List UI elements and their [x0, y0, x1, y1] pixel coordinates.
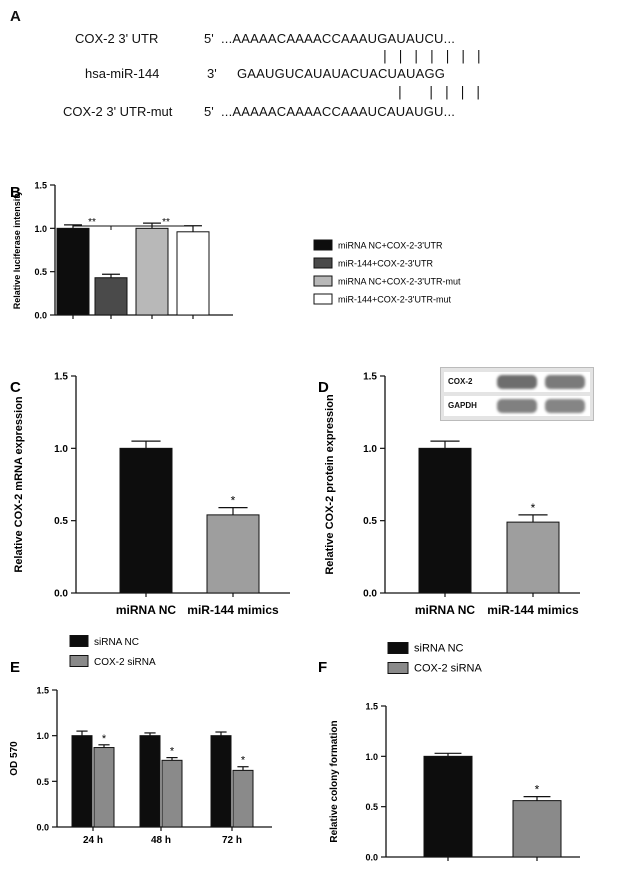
legend-swatch: [313, 293, 333, 305]
bar-e-0-1: [139, 735, 161, 828]
legend-swatch: [69, 655, 89, 667]
y-tick-label: 1.5: [36, 686, 49, 696]
legend-swatch: [387, 662, 409, 674]
bar-b-3: [176, 231, 210, 316]
panel-label-e: E: [10, 659, 20, 676]
x-tick-label: miR-144 mimics: [187, 603, 279, 617]
seq-end-mirna: 3': [207, 66, 217, 81]
legend-label: miRNA NC+COX-2-3'UTR: [338, 241, 443, 251]
legend-swatch: [313, 257, 333, 269]
seq-mirna: GAAUGUCAUAUACUACUAUAGG: [237, 66, 446, 81]
blot-band-cox2-nc: [497, 375, 537, 389]
x-tick-label: 72 h: [222, 835, 242, 846]
blot-band-gapdh-mimic: [545, 399, 585, 413]
panel-label-b: B: [10, 184, 21, 201]
bar-c-0: [119, 447, 173, 594]
legend-swatch: [313, 275, 333, 287]
significance-star: *: [102, 733, 107, 745]
legend-label: miRNA NC+COX-2-3'UTR-mut: [338, 277, 461, 287]
legend-swatch: [313, 239, 333, 251]
blot-label-cox2: COX-2: [448, 377, 473, 386]
significance-star: *: [170, 746, 175, 758]
legend-swatch: [387, 642, 409, 654]
bar-d-0: [418, 447, 472, 594]
legend-label: miR-144+COX-2-3'UTR-mut: [338, 295, 451, 305]
blot-label-gapdh: GAPDH: [448, 401, 477, 410]
seq-name-utr-mut: COX-2 3' UTR-mut: [63, 104, 173, 119]
y-tick-label: 1.5: [365, 702, 378, 712]
significance-star: *: [535, 783, 540, 797]
y-tick-label: 1.5: [54, 372, 68, 383]
y-tick-label: 0.5: [34, 267, 47, 277]
bar-e-0-2: [210, 735, 232, 828]
y-tick-label: 0.0: [54, 589, 68, 600]
significance-star: *: [531, 501, 536, 515]
bar-e-1-2: [232, 769, 254, 828]
bar-e-0-0: [71, 735, 93, 828]
panel-label-a: A: [10, 8, 21, 25]
base-pairs-bottom: | | | | |: [396, 85, 483, 100]
bar-e-1-0: [93, 747, 115, 828]
western-blot-image: COX-2 GAPDH: [440, 367, 594, 421]
y-tick-label: 0.0: [36, 823, 49, 833]
y-tick-label: 0.5: [363, 516, 377, 527]
significance-star: **: [162, 217, 170, 228]
significance-star: *: [241, 755, 246, 767]
panel-label-d: D: [318, 379, 329, 396]
seq-end-utr: 5': [204, 31, 214, 46]
bar-e-1-1: [161, 759, 183, 828]
x-tick-label: miRNA NC: [116, 603, 177, 617]
x-tick-label: miRNA NC: [415, 603, 476, 617]
legend-label: siRNA NC: [414, 643, 464, 655]
blot-band-cox2-mimic: [545, 375, 585, 389]
y-tick-label: 1.5: [34, 181, 47, 191]
legend-swatch: [69, 635, 89, 647]
y-tick-label: 1.5: [363, 372, 377, 383]
y-axis-label-f: Relative colony formation: [329, 720, 340, 842]
y-tick-label: 1.0: [54, 444, 68, 455]
legend-label: COX-2 siRNA: [414, 663, 483, 675]
significance-star: *: [231, 494, 236, 508]
y-tick-label: 1.0: [365, 752, 378, 762]
y-tick-label: 0.0: [365, 853, 378, 863]
y-axis-label-c: Relative COX-2 mRNA expression: [13, 396, 25, 573]
y-axis-label-e: OD 570: [9, 741, 20, 776]
bar-b-2: [135, 227, 169, 316]
x-tick-label: miR-144 mimics: [487, 603, 579, 617]
legend-label: COX-2 siRNA: [94, 657, 156, 668]
bar-b-1: [94, 277, 128, 316]
y-tick-label: 0.5: [36, 777, 49, 787]
panel-label-f: F: [318, 659, 327, 676]
x-tick-label: 24 h: [83, 835, 103, 846]
y-tick-label: 0.0: [363, 589, 377, 600]
panel-label-c: C: [10, 379, 21, 396]
bar-b-0: [56, 227, 90, 316]
legend-label: miR-144+COX-2-3'UTR: [338, 259, 433, 269]
y-axis-label-d: Relative COX-2 protein expression: [324, 394, 336, 575]
y-tick-label: 0.5: [54, 516, 68, 527]
bar-d-1: [506, 521, 560, 594]
blot-band-gapdh-nc: [497, 399, 537, 413]
y-tick-label: 1.0: [363, 444, 377, 455]
bar-c-1: [206, 514, 260, 594]
legend-label: siRNA NC: [94, 637, 139, 648]
significance-star: **: [88, 217, 96, 228]
base-pairs-top: | | | | | | |: [381, 49, 483, 64]
y-tick-label: 0.5: [365, 802, 378, 812]
seq-end-utr-mut: 5': [204, 104, 214, 119]
seq-name-mirna: hsa-miR-144: [85, 66, 160, 81]
x-tick-label: 48 h: [151, 835, 171, 846]
y-axis-label-b: Relative luciferase intensity: [12, 191, 22, 310]
y-tick-label: 1.0: [36, 731, 49, 741]
seq-utr-mut: ...AAAAACAAAACCAAAUCAUAUGU...: [221, 104, 456, 119]
y-tick-label: 0.0: [34, 311, 47, 321]
seq-utr: ...AAAAACAAAACCAAAUGAUAUCU...: [221, 31, 456, 46]
seq-name-utr: COX-2 3' UTR: [75, 31, 159, 46]
bar-f-1: [512, 800, 562, 858]
bar-f-0: [423, 755, 473, 858]
y-tick-label: 1.0: [34, 224, 47, 234]
